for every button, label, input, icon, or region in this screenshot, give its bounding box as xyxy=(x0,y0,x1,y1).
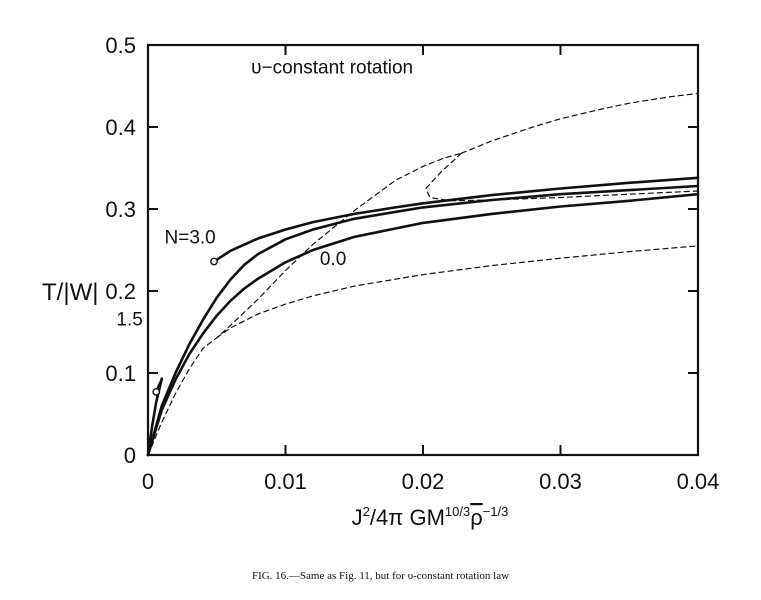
annotation-label: 1.5 xyxy=(116,309,142,330)
x-tick-label: 0.03 xyxy=(539,469,582,494)
y-tick-label: 0 xyxy=(124,443,136,468)
y-tick-label: 0.5 xyxy=(105,33,136,58)
x-tick-label: 0.04 xyxy=(677,469,720,494)
series-layer xyxy=(146,92,700,457)
series-0-0-line xyxy=(146,192,700,457)
annotation-label: 0.0 xyxy=(320,249,346,270)
axis-ticks xyxy=(147,44,699,456)
figure-caption: FIG. 16.—Same as Fig. 11, but for υ-cons… xyxy=(251,570,510,582)
y-tick-label: 0.3 xyxy=(105,197,136,222)
series-1-5-line xyxy=(146,184,700,457)
series-6-dashed-line xyxy=(460,92,699,154)
x-tick-label: 0.01 xyxy=(264,469,307,494)
y-axis-label: T/|W| xyxy=(42,279,98,306)
series-4-start-marker xyxy=(152,387,161,396)
x-axis-label: J2/4π GM10/3ρ−1/3 xyxy=(352,504,509,530)
axis-tick-labels: 0 0.01 0.02 0.03 0.04 0 0.1 0.2 0.3 0.4 0.5 xyxy=(105,33,719,494)
y-tick-label: 0.4 xyxy=(105,115,136,140)
annotation-label: υ−constant rotation xyxy=(251,58,413,79)
series-7-dashed-line xyxy=(425,152,699,202)
annotation-label: N=3.0 xyxy=(165,227,216,248)
x-tick-label: 0.02 xyxy=(402,469,445,494)
series-n-3-0-line xyxy=(212,176,700,263)
y-tick-label: 0.1 xyxy=(105,361,136,386)
series-n-3-0-start-marker xyxy=(210,257,218,266)
series-8-dashed-line xyxy=(216,245,699,339)
series-5-dashed-line xyxy=(147,152,463,456)
y-tick-label: 0.2 xyxy=(105,279,136,304)
y-axis-label-text: T/|W| xyxy=(42,279,98,306)
x-tick-label: 0 xyxy=(142,469,154,494)
annotation-layer: υ−constant rotation N=3.0 1.5 0.0 xyxy=(116,58,413,331)
